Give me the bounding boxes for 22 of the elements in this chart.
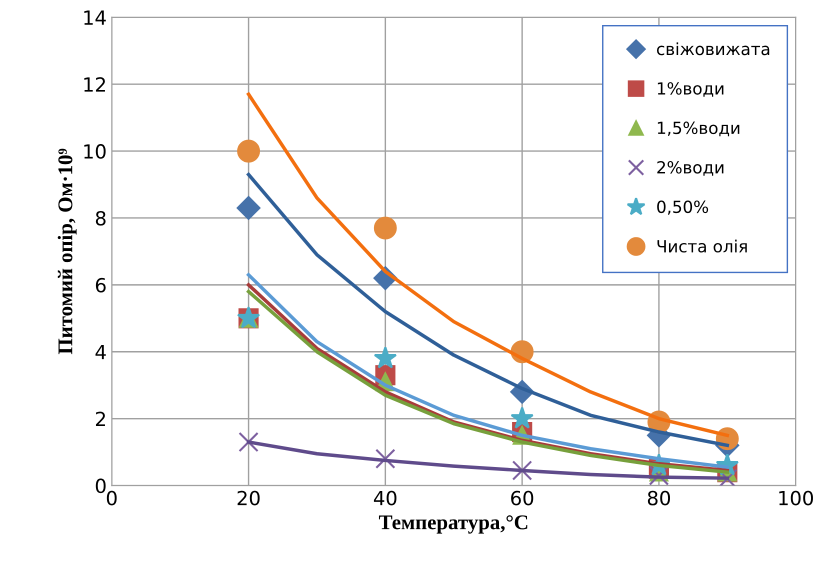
y-tick-label: 2 <box>96 412 105 426</box>
x-axis-title: Температура,°С <box>378 515 528 534</box>
y-tick-label: 4 <box>96 344 106 360</box>
y-tick-label: 0 <box>96 478 106 494</box>
y-tick-label: 10 <box>84 144 106 159</box>
legend-label: 1,5%води <box>658 122 740 136</box>
y-axis-title: Питомий опір, Ом·10⁹ <box>58 148 77 354</box>
legend-label: 0,50% <box>657 200 708 215</box>
x-tick-label: 60 <box>511 490 534 506</box>
legend-label: свіжовижата <box>656 42 770 56</box>
x-tick-label: 40 <box>374 490 396 506</box>
x-tick-label: 20 <box>238 490 260 506</box>
legend-label: 2%води <box>657 161 724 176</box>
x-tick-label: 0 <box>106 490 117 506</box>
x-tick-label: 100 <box>779 490 813 506</box>
y-tick-label: 14 <box>84 10 106 25</box>
y-tick-label: 8 <box>96 210 106 226</box>
legend-label: 1%води <box>658 82 724 97</box>
y-tick-label: 12 <box>84 77 105 92</box>
y-tick-label: 6 <box>96 278 106 293</box>
legend-label: Чиста олія <box>657 240 747 253</box>
x-tick-label: 80 <box>648 490 670 506</box>
